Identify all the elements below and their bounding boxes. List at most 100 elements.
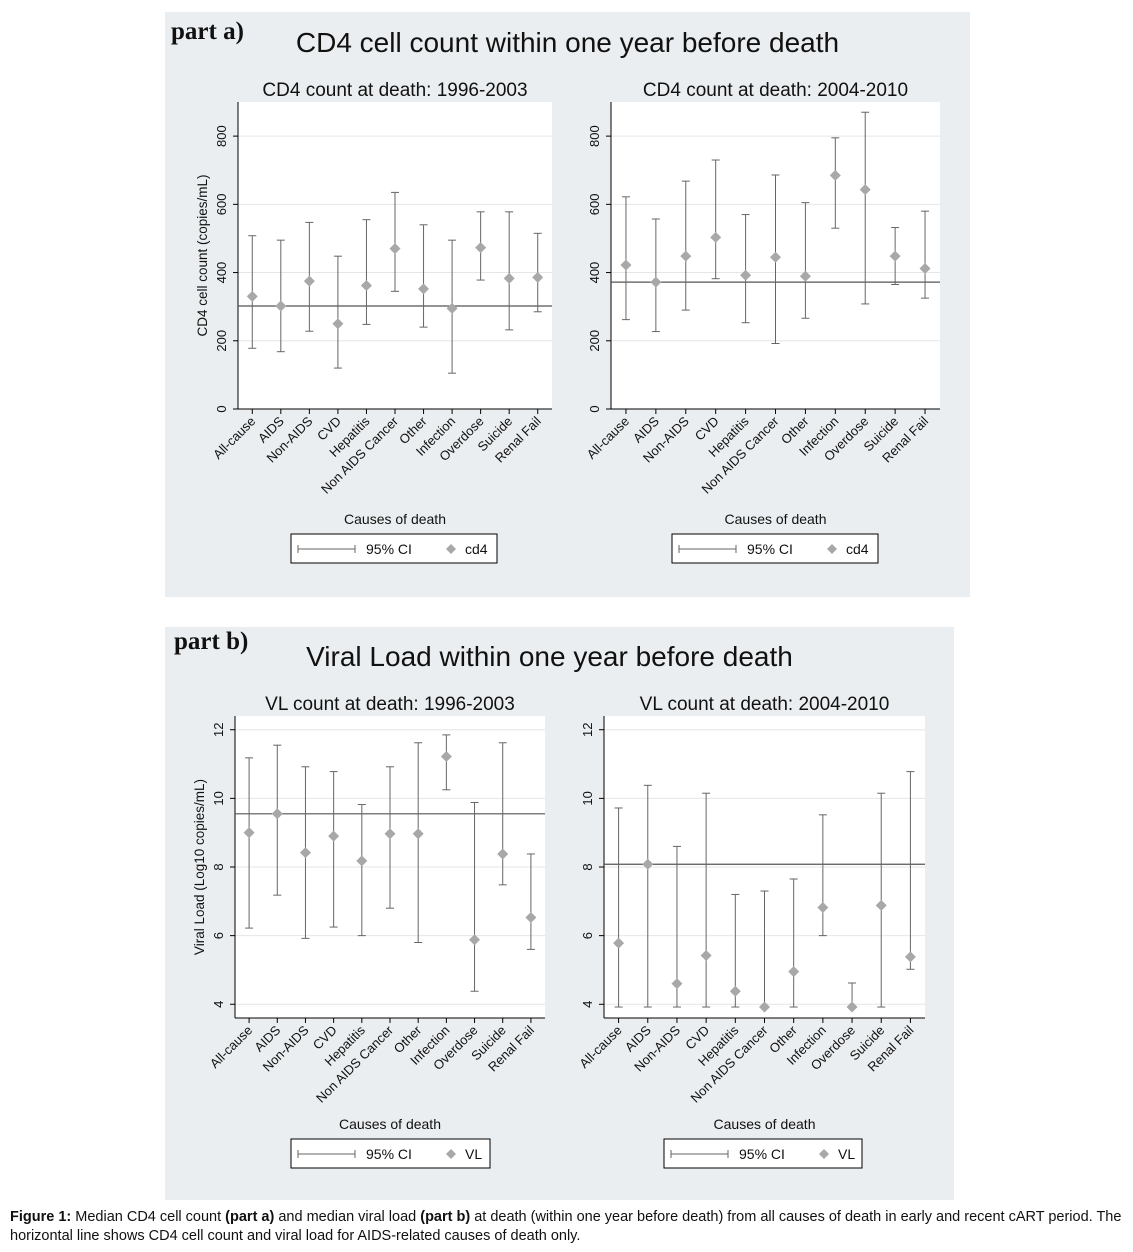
y-tick-label: 12 xyxy=(580,722,595,736)
median-marker xyxy=(275,300,287,312)
legend: 95% CI cd4 xyxy=(671,533,879,564)
part-b-label: part b) xyxy=(174,628,249,655)
x-tick-label: All-cause xyxy=(210,414,258,462)
y-tick-label: 400 xyxy=(214,262,229,284)
x-axis-label: Causes of death xyxy=(339,1116,441,1132)
legend-marker-label: cd4 xyxy=(846,541,869,557)
median-marker xyxy=(680,250,692,262)
y-axis-label: CD4 cell count (copies/mL) xyxy=(195,174,210,336)
median-marker xyxy=(418,283,430,295)
legend-marker-label: VL xyxy=(838,1146,855,1162)
caption-text-1: Median CD4 cell count xyxy=(71,1209,226,1225)
y-tick-label: 8 xyxy=(211,863,226,870)
caption-bold-part-b: (part b) xyxy=(420,1209,471,1225)
chart-title: CD4 count at death: 1996-2003 xyxy=(262,80,527,101)
median-marker xyxy=(919,262,931,274)
median-marker xyxy=(446,302,458,314)
median-marker xyxy=(740,269,752,281)
median-marker xyxy=(332,318,344,330)
legend: 95% CI VL xyxy=(663,1138,863,1169)
legend-ci-label: 95% CI xyxy=(366,1146,412,1162)
median-marker xyxy=(303,275,315,287)
median-marker xyxy=(770,251,781,263)
median-marker xyxy=(475,242,487,254)
x-tick-label: All-cause xyxy=(584,414,632,462)
median-marker xyxy=(299,847,311,859)
caption-text-3: at death (within one year before death) … xyxy=(10,1209,1122,1244)
median-marker xyxy=(859,184,871,196)
median-marker xyxy=(889,250,901,262)
part-a-title: CD4 cell count within one year before de… xyxy=(295,27,840,58)
x-tick-label: All-cause xyxy=(576,1023,624,1071)
part-b-title: Viral Load within one year before death xyxy=(306,641,793,672)
median-marker xyxy=(613,937,625,949)
median-marker xyxy=(389,243,401,255)
y-tick-label: 600 xyxy=(587,193,602,215)
legend-marker xyxy=(827,544,837,554)
median-marker xyxy=(271,808,283,820)
median-marker xyxy=(246,290,258,302)
legend-marker-label: cd4 xyxy=(465,541,488,557)
y-tick-label: 8 xyxy=(580,863,595,870)
part-a-label: part a) xyxy=(171,18,244,45)
x-tick-label: All-cause xyxy=(207,1023,255,1071)
y-tick-label: 10 xyxy=(580,791,595,805)
median-marker xyxy=(846,1001,858,1013)
y-tick-label: 200 xyxy=(587,330,602,352)
median-marker xyxy=(356,855,368,867)
median-marker xyxy=(497,848,509,860)
legend-box xyxy=(290,533,498,564)
median-marker xyxy=(384,828,396,840)
charts-svg: 0200400600800All-causeAIDSNon-AIDSCVDHep… xyxy=(192,80,940,1169)
caption-bold-part-a: (part a) xyxy=(225,1209,275,1225)
legend-marker xyxy=(446,1149,456,1159)
legend-ci-label: 95% CI xyxy=(366,541,412,557)
median-marker xyxy=(788,966,800,978)
y-tick-label: 4 xyxy=(580,1001,595,1008)
median-marker xyxy=(729,985,741,997)
y-tick-label: 600 xyxy=(214,193,229,215)
median-marker xyxy=(829,169,841,181)
y-tick-label: 6 xyxy=(211,932,226,939)
median-marker xyxy=(328,830,340,842)
median-marker xyxy=(469,934,481,946)
median-marker xyxy=(360,280,372,292)
y-tick-label: 0 xyxy=(214,405,229,412)
caption-fig-label: Figure 1: xyxy=(10,1209,72,1225)
median-marker xyxy=(759,1001,770,1013)
median-marker xyxy=(503,272,515,284)
chart-title: VL count at death: 2004-2010 xyxy=(640,694,890,715)
x-axis-label: Causes of death xyxy=(725,511,827,527)
median-marker xyxy=(671,978,683,990)
legend-ci-label: 95% CI xyxy=(739,1146,785,1162)
median-marker xyxy=(875,899,887,911)
legend-marker xyxy=(819,1149,829,1159)
chart-title: VL count at death: 1996-2003 xyxy=(265,694,515,715)
legend: 95% CI VL xyxy=(290,1138,491,1169)
y-tick-label: 400 xyxy=(587,262,602,284)
y-tick-label: 200 xyxy=(214,330,229,352)
chart-title: CD4 count at death: 2004-2010 xyxy=(643,80,908,101)
chart-1: 0200400600800All-causeAIDSNon-AIDSCVDHep… xyxy=(195,80,552,564)
y-tick-label: 800 xyxy=(587,125,602,147)
x-axis-label: Causes of death xyxy=(714,1116,816,1132)
legend-marker-label: VL xyxy=(465,1146,482,1162)
median-marker xyxy=(710,231,722,243)
median-marker xyxy=(700,950,712,962)
legend: 95% CI cd4 xyxy=(290,533,498,564)
median-marker xyxy=(799,270,811,282)
median-marker xyxy=(243,827,255,839)
legend-marker xyxy=(446,544,456,554)
median-marker xyxy=(817,901,829,913)
median-marker xyxy=(904,951,916,963)
median-marker xyxy=(620,259,632,271)
y-tick-label: 800 xyxy=(214,125,229,147)
x-axis-label: Causes of death xyxy=(344,511,446,527)
y-axis-label: Viral Load (Log10 copies/mL) xyxy=(192,779,207,955)
median-marker xyxy=(412,828,424,840)
median-marker xyxy=(532,271,544,283)
figure-caption: Figure 1: Median CD4 cell count (part a)… xyxy=(10,1208,1128,1246)
median-marker xyxy=(440,750,452,762)
